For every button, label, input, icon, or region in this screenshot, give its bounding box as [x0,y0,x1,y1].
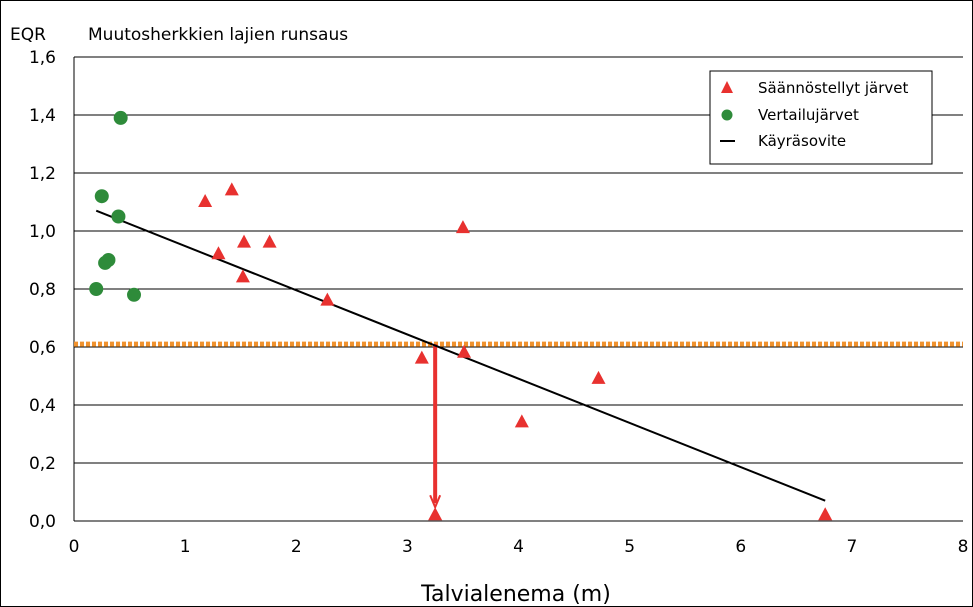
y-tick-label: 1,2 [29,164,56,184]
y-tick-label: 1,0 [29,222,56,242]
x-tick-label: 7 [846,537,857,557]
chart-title: Muutosherkkien lajien runsaus [88,25,348,45]
legend-circle-marker [721,109,733,121]
legend-box [709,70,933,165]
y-tick-label: 0,4 [29,396,56,416]
legend-label-reference: Vertailujärvet [758,106,859,124]
legend-label-regulated: Säännöstellyt järvet [758,79,909,97]
regulated-lake-point [237,234,252,248]
axis-layer: 0,0 0,2 0,4 0,6 0,8 1,0 1,2 1,4 1,6 0 1 2 3 4 5 6 7 8 [29,48,968,557]
y-tick-label: 0,2 [29,454,56,474]
data-layer [89,110,833,521]
legend: Säännöstellyt järvet Vertailujärvet Käyr… [709,70,933,165]
y-tick-label: 1,4 [29,106,56,126]
reference-lake-point [101,253,116,267]
regulated-lake-point [211,246,226,260]
regulated-lake-point [320,292,335,306]
x-tick-label: 4 [513,537,524,557]
x-tick-label: 0 [69,537,80,557]
regulated-lake-point [414,350,429,364]
regulated-lake-point [591,370,606,384]
x-axis-label: Talvialenema (m) [420,582,611,607]
regulated-lake-point [224,182,239,196]
reference-lake-point [113,110,128,125]
regulated-lake-point [455,220,470,234]
regulated-lake-point [235,269,250,283]
reference-lake-point [94,189,109,204]
regulated-lake-point [428,507,443,521]
regulated-lake-point [198,194,213,207]
legend-label-fit: Käyräsovite [758,132,846,150]
x-tick-label: 5 [624,537,635,557]
x-tick-label: 3 [402,537,413,557]
y-tick-label: 1,6 [29,48,56,68]
y-tick-label: 0,0 [29,512,56,532]
reference-lake-point [89,282,104,296]
regulated-lake-point [514,414,529,428]
x-tick-label: 6 [735,537,746,557]
y-tick-label: 0,6 [29,338,56,358]
regulated-lake-point [457,344,472,358]
legend-triangle-marker [721,81,733,93]
regulated-lake-point [818,507,833,521]
reference-lake-point [111,209,126,224]
reference-lake-point [127,287,142,302]
y-tick-label: 0,8 [29,280,56,300]
x-tick-label: 1 [180,537,191,557]
y-axis-label: EQR [10,25,46,45]
regulated-lake-point [262,234,277,248]
x-tick-label: 8 [958,537,969,557]
x-tick-label: 2 [291,537,302,557]
